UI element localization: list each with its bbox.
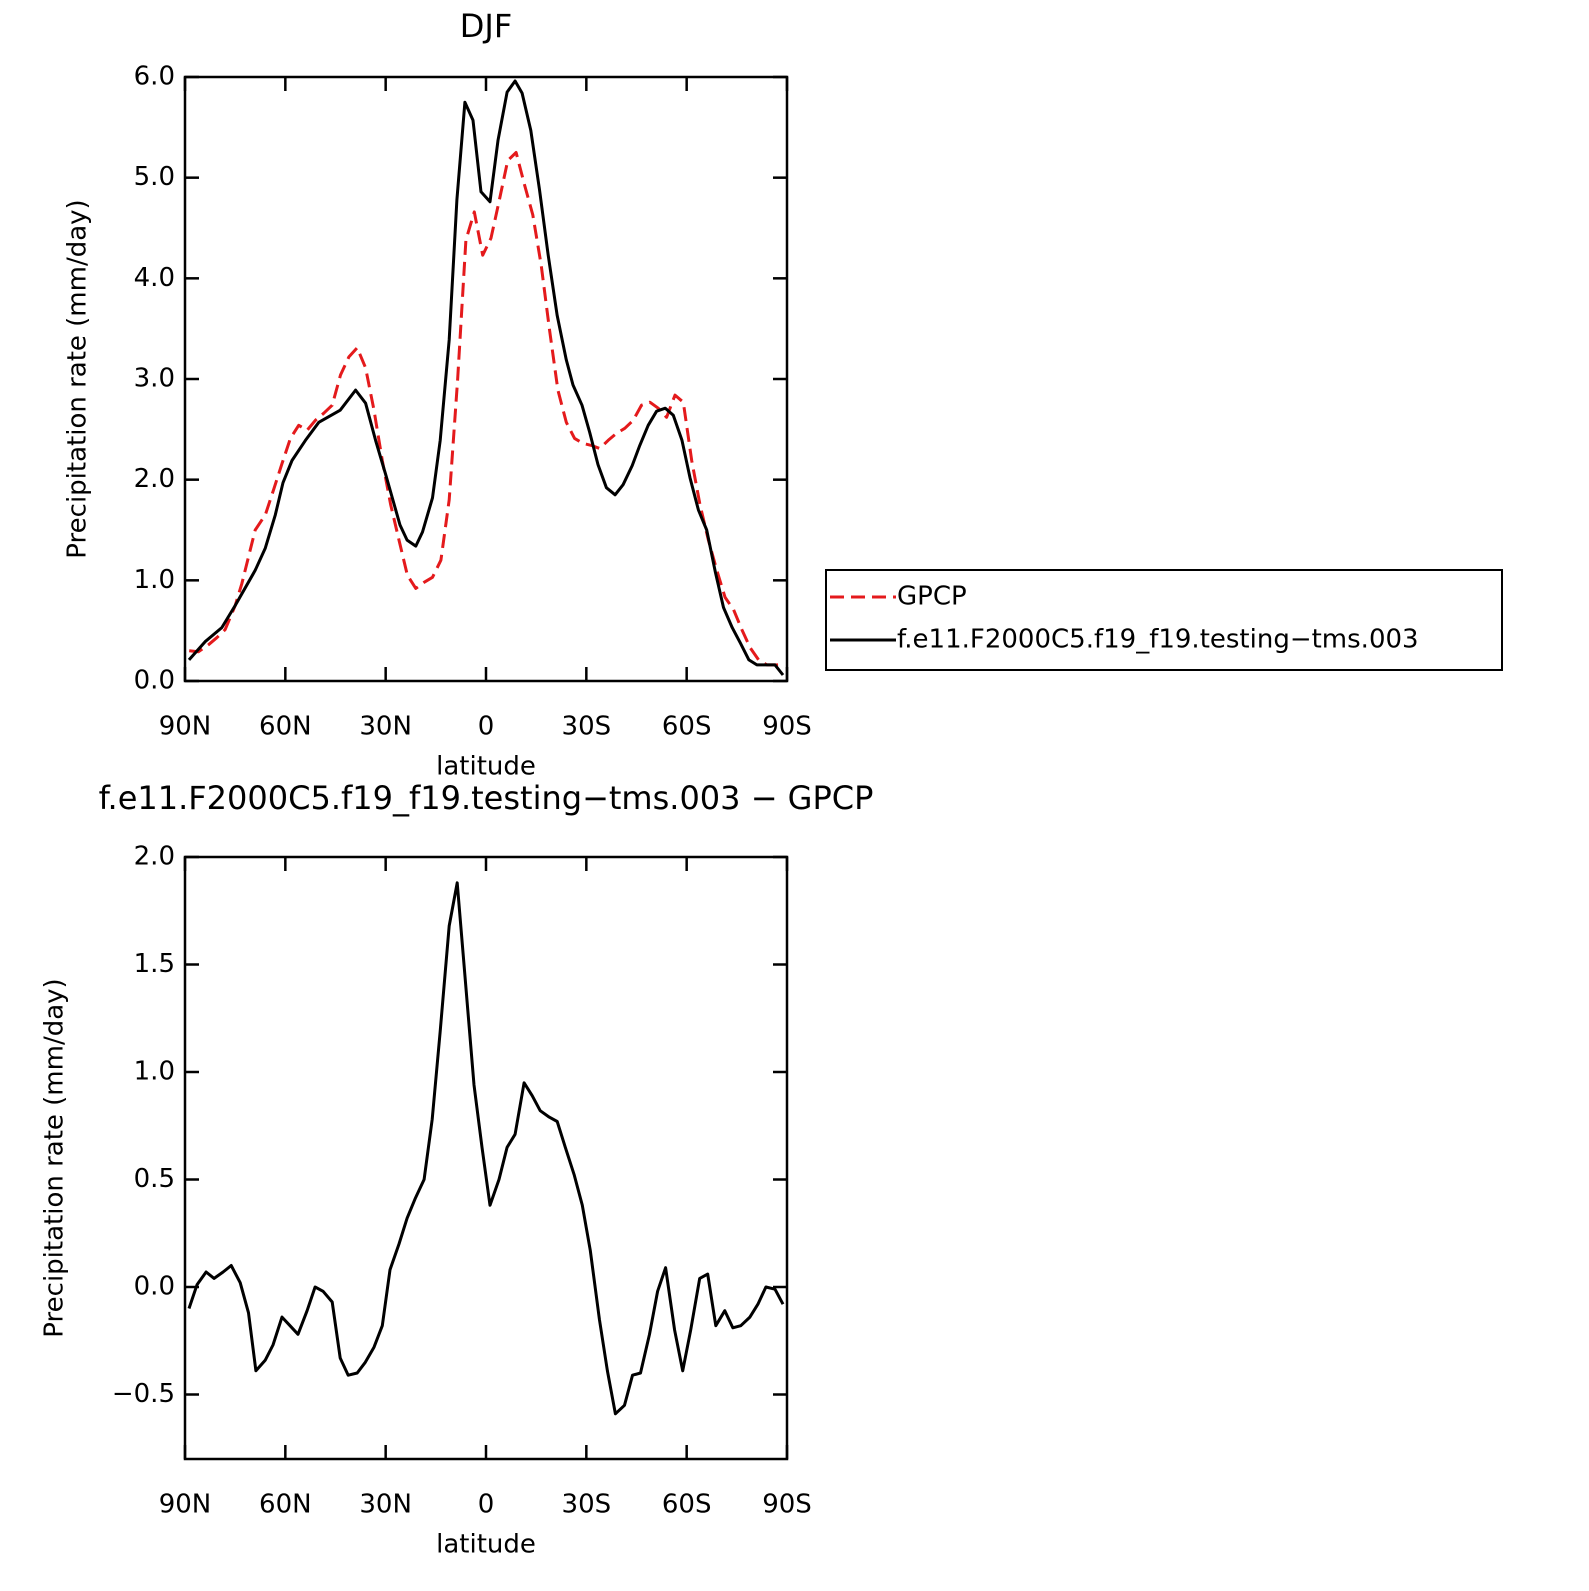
x-tick-label: 90S — [762, 712, 812, 742]
y-tick-label: 5.0 — [134, 162, 175, 192]
y-tick-label: 1.0 — [134, 565, 175, 595]
x-tick-label: 30S — [562, 712, 612, 742]
y-tick-label: 0.0 — [134, 666, 175, 696]
x-tick-label: 60S — [662, 1490, 712, 1520]
chart-title: DJF — [460, 7, 512, 45]
y-tick-label: 0.0 — [134, 1272, 175, 1302]
x-axis-label: latitude — [436, 1530, 536, 1560]
data-line — [187, 79, 785, 676]
x-tick-label: 30S — [562, 1490, 612, 1520]
y-tick-label: 3.0 — [134, 364, 175, 394]
legend-label: GPCP — [897, 582, 967, 612]
plot-frame — [183, 75, 789, 683]
x-tick-label: 30N — [359, 1490, 412, 1520]
plot-frame — [183, 855, 789, 1461]
x-tick-label: 90N — [159, 712, 212, 742]
y-tick-label: 1.5 — [134, 949, 175, 979]
x-tick-label: 60S — [662, 712, 712, 742]
chart-title: f.e11.F2000C5.f19_f19.testing−tms.003 − … — [99, 779, 874, 817]
x-axis-label: latitude — [436, 752, 536, 782]
x-tick-label: 90N — [159, 1490, 212, 1520]
y-tick-label: 4.0 — [134, 263, 175, 293]
y-tick-label: −0.5 — [112, 1379, 175, 1409]
data-line — [187, 881, 785, 1416]
y-axis-label: Precipitation rate (mm/day) — [63, 199, 93, 558]
x-tick-label: 30N — [359, 712, 412, 742]
x-tick-label: 0 — [478, 1490, 495, 1520]
x-tick-label: 90S — [762, 1490, 812, 1520]
y-tick-label: 0.5 — [134, 1164, 175, 1194]
y-tick-label: 2.0 — [134, 842, 175, 872]
y-axis-label: Precipitation rate (mm/day) — [40, 978, 70, 1337]
y-tick-label: 6.0 — [134, 62, 175, 92]
x-tick-label: 0 — [478, 712, 495, 742]
y-tick-label: 2.0 — [134, 464, 175, 494]
legend-label: f.e11.F2000C5.f19_f19.testing−tms.003 — [897, 625, 1419, 655]
legend-box — [825, 569, 1503, 671]
x-tick-label: 60N — [259, 1490, 312, 1520]
y-tick-label: 1.0 — [134, 1057, 175, 1087]
x-tick-label: 60N — [259, 712, 312, 742]
data-line — [189, 151, 784, 667]
